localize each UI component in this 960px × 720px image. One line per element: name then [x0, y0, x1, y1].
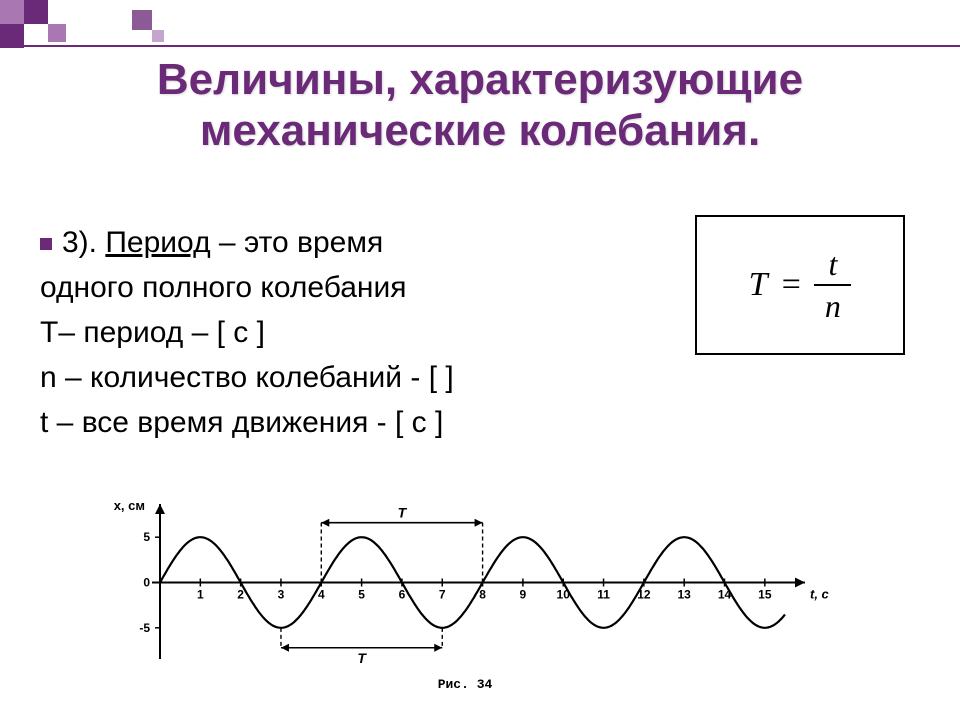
svg-text:T: T — [357, 650, 367, 666]
svg-text:11: 11 — [597, 588, 610, 602]
def-line-3: Т– период – [ c ] — [40, 310, 680, 355]
formula-lhs: T — [749, 266, 768, 304]
svg-text:9: 9 — [520, 588, 527, 602]
formula-box: T = t n — [695, 215, 905, 355]
term-period: Период — [105, 226, 210, 259]
svg-text:x, см: x, см — [114, 500, 145, 513]
formula: T = t n — [749, 248, 852, 322]
definition-block: 3). Период – это время одного полного ко… — [40, 220, 680, 445]
svg-text:-5: -5 — [139, 621, 150, 635]
svg-text:T: T — [398, 505, 408, 521]
svg-text:3: 3 — [278, 588, 285, 602]
svg-text:t, c: t, c — [810, 587, 830, 602]
bullet-icon — [40, 238, 52, 250]
svg-text:5: 5 — [143, 530, 150, 544]
chart-caption: Рис. 34 — [100, 677, 830, 692]
svg-text:7: 7 — [439, 588, 446, 602]
slide-decor — [0, 0, 200, 45]
formula-eq: = — [780, 266, 803, 304]
def-line-5: t – все время движения - [ c ] — [40, 400, 680, 445]
chart-svg: -505123456789101112131415x, смt, cTT — [100, 500, 830, 675]
svg-text:2: 2 — [237, 588, 244, 602]
svg-text:6: 6 — [399, 588, 406, 602]
svg-text:15: 15 — [758, 588, 772, 602]
formula-num: t — [814, 248, 851, 286]
decor-square — [24, 0, 48, 24]
formula-den: n — [825, 286, 841, 322]
def-tail: – это время — [211, 226, 384, 259]
def-line-1: 3). Период – это время — [40, 220, 680, 265]
svg-text:8: 8 — [479, 588, 486, 602]
decor-square — [132, 10, 152, 30]
svg-text:1: 1 — [197, 588, 204, 602]
decor-square — [152, 30, 164, 42]
def-line-2: одного полного колебания — [40, 265, 680, 310]
svg-text:0: 0 — [143, 576, 150, 590]
slide-title: Величины, характеризующие механические к… — [40, 55, 920, 156]
svg-text:13: 13 — [678, 588, 692, 602]
title-rule — [0, 45, 960, 47]
decor-square — [48, 24, 66, 42]
item-number: 3). — [62, 226, 97, 259]
def-line-4: n – количество колебаний - [ ] — [40, 355, 680, 400]
oscillation-chart: -505123456789101112131415x, смt, cTT Рис… — [100, 500, 830, 690]
svg-text:4: 4 — [318, 588, 325, 602]
svg-text:5: 5 — [358, 588, 365, 602]
fraction: t n — [814, 248, 851, 322]
decor-square — [0, 0, 24, 24]
